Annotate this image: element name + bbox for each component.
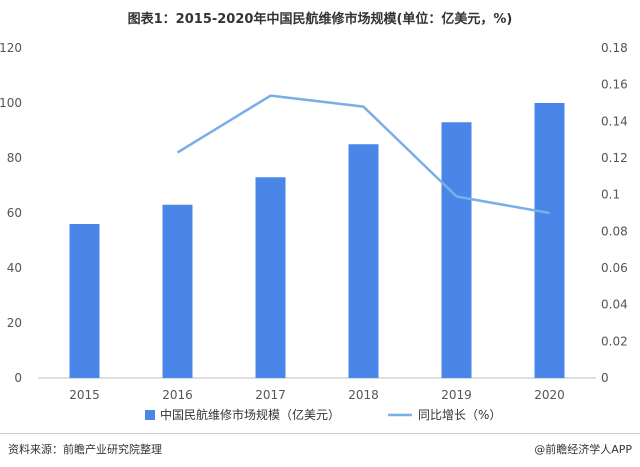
bar — [162, 204, 193, 378]
left-axis-tick-label: 20 — [7, 316, 22, 330]
legend-label-line: 同比增长（%） — [418, 408, 501, 422]
bar — [69, 224, 100, 378]
growth-line-series — [176, 94, 550, 215]
x-axis-tick-label: 2020 — [534, 388, 565, 402]
bar — [441, 122, 472, 378]
right-axis-tick-label: 0.14 — [601, 114, 628, 128]
bar — [348, 144, 379, 378]
left-axis-tick-label: 80 — [7, 151, 22, 165]
right-axis-tick-label: 0.16 — [601, 78, 628, 92]
right-axis-tick-label: 0.06 — [601, 261, 628, 275]
right-axis-tick-label: 0.1 — [601, 188, 620, 202]
chart-title: 图表1：2015-2020年中国民航维修市场规模(单位：亿美元，%) — [127, 12, 513, 27]
legend-swatch-bar — [145, 410, 155, 420]
right-axis-tick-label: 0 — [601, 371, 609, 385]
footer-divider — [0, 433, 640, 434]
footer-brand: @前瞻经济学人APP — [534, 443, 632, 456]
x-axis-tick-label: 2019 — [441, 388, 472, 402]
legend-label-bar: 中国民航维修市场规模（亿美元） — [160, 407, 340, 422]
right-axis-tick-label: 0.12 — [601, 151, 628, 165]
left-axis-tick-label: 120 — [0, 41, 22, 55]
right-axis-tick-label: 0.02 — [601, 334, 628, 348]
footer-source: 资料来源：前瞻产业研究院整理 — [8, 443, 162, 456]
left-axis-tick-label: 40 — [7, 261, 22, 275]
left-axis-tick-label: 0 — [14, 371, 22, 385]
right-axis: 0 0.02 0.04 0.06 0.08 0.1 0.12 0.14 0.16 0.18 — [601, 41, 628, 385]
x-axis: 2015 2016 2017 2018 2019 2020 — [69, 388, 565, 402]
bar — [255, 177, 286, 378]
left-axis: 0 20 40 60 80 100 120 — [0, 41, 22, 385]
right-axis-tick-label: 0.08 — [601, 224, 628, 238]
x-axis-tick-label: 2017 — [255, 388, 286, 402]
bar — [534, 103, 565, 378]
x-axis-tick-label: 2015 — [69, 388, 100, 402]
growth-line — [176, 94, 550, 215]
x-axis-tick-label: 2016 — [162, 388, 193, 402]
right-axis-tick-label: 0.04 — [601, 298, 628, 312]
bar-series — [69, 103, 565, 378]
x-axis-tick-label: 2018 — [348, 388, 379, 402]
legend: 中国民航维修市场规模（亿美元） 同比增长（%） — [145, 407, 501, 422]
right-axis-tick-label: 0.18 — [601, 41, 628, 55]
left-axis-tick-label: 100 — [0, 96, 22, 110]
left-axis-tick-label: 60 — [7, 206, 22, 220]
